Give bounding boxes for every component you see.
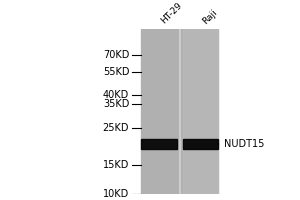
Text: 40KD: 40KD	[103, 90, 129, 100]
Text: 55KD: 55KD	[103, 67, 129, 77]
Text: 25KD: 25KD	[103, 123, 129, 133]
Bar	[183, 139, 218, 149]
Bar	[183, 29, 218, 194]
Bar	[141, 139, 177, 149]
Text: 70KD: 70KD	[103, 50, 129, 60]
Text: 10KD: 10KD	[103, 189, 129, 199]
Text: 35KD: 35KD	[103, 99, 129, 109]
Text: NUDT15: NUDT15	[218, 139, 265, 149]
Bar	[141, 29, 218, 194]
Text: HT-29: HT-29	[159, 1, 184, 26]
Text: 15KD: 15KD	[103, 160, 129, 170]
Text: Raji: Raji	[200, 8, 219, 26]
